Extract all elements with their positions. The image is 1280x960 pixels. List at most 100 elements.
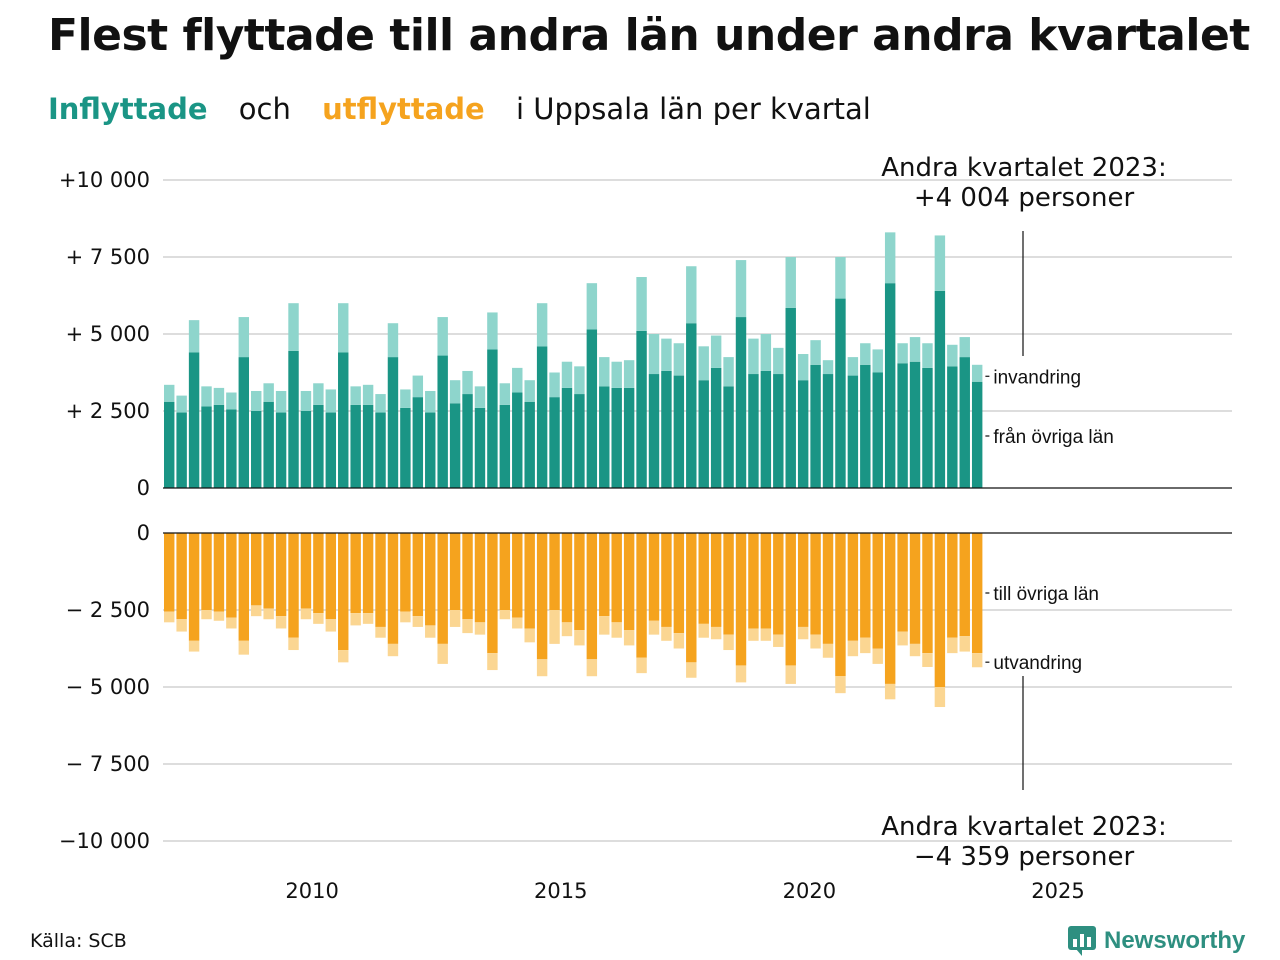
- bar-inflow-counties: [400, 407, 411, 488]
- bar-outflow-counties: [164, 533, 175, 612]
- subtitle-outflow: utflyttade: [322, 92, 485, 126]
- bar-inflow-counties: [425, 412, 436, 488]
- bar-outflow-counties: [288, 533, 299, 638]
- bar-inflow-immigration: [884, 232, 896, 284]
- bar-outflow-counties: [872, 533, 883, 649]
- bar-outflow-emigration: [549, 610, 560, 644]
- bar-outflow-emigration: [387, 643, 399, 657]
- bar-inflow-immigration: [425, 390, 436, 413]
- bar-outflow-counties: [735, 533, 747, 666]
- annotation-layer: Andra kvartalet 2023: +4 004 personer An…: [881, 153, 1166, 872]
- bar-inflow-immigration: [611, 361, 622, 388]
- bar-outflow-counties: [524, 533, 535, 629]
- bar-inflow-counties: [524, 401, 535, 488]
- bar-inflow-counties: [623, 387, 635, 488]
- bar-outflow-counties: [947, 533, 958, 638]
- bar-outflow-emigration: [686, 662, 697, 678]
- subtitle-inflow: Inflyttade: [48, 92, 208, 126]
- bar-outflow-counties: [188, 533, 200, 641]
- bar-outflow-counties: [350, 533, 361, 614]
- bar-outflow-emigration: [735, 665, 747, 683]
- bar-inflow-immigration: [760, 334, 772, 371]
- bar-inflow-immigration: [462, 370, 473, 395]
- bar-inflow-counties: [611, 387, 622, 488]
- bar-inflow-immigration: [449, 380, 461, 404]
- bar-outflow-counties: [959, 533, 970, 637]
- label-till-ovriga-lan: till övriga län: [993, 584, 1099, 605]
- bar-outflow-counties: [661, 533, 672, 627]
- bar-outflow-counties: [313, 533, 324, 614]
- bar-outflow-counties: [860, 533, 871, 638]
- bar-outflow-emigration: [860, 637, 871, 654]
- bar-inflow-immigration: [213, 387, 225, 405]
- bar-inflow-immigration: [698, 346, 709, 381]
- bar-outflow-emigration: [959, 636, 970, 652]
- bar-inflow-counties: [797, 380, 809, 488]
- bar-inflow-immigration: [661, 338, 672, 371]
- bar-outflow-counties: [201, 533, 212, 610]
- annotation-top-line2: +4 004 personer: [914, 183, 1135, 213]
- bar-inflow-counties: [549, 397, 560, 488]
- bar-inflow-immigration: [686, 266, 697, 324]
- bar-outflow-emigration: [599, 616, 610, 635]
- x-tick-label: 2015: [534, 879, 587, 903]
- bar-inflow-counties: [512, 392, 523, 488]
- bar-inflow-immigration: [574, 366, 585, 395]
- bar-outflow-emigration: [362, 613, 374, 624]
- bar-inflow-counties: [300, 411, 312, 488]
- bar-outflow-emigration: [474, 622, 486, 635]
- bar-inflow-immigration: [735, 260, 747, 318]
- bar-outflow-counties: [586, 533, 598, 660]
- bar-inflow-counties: [909, 361, 921, 488]
- bar-inflow-immigration: [350, 386, 361, 405]
- bar-outflow-counties: [810, 533, 821, 635]
- bar-outflow-emigration: [188, 640, 200, 652]
- bar-inflow-counties: [934, 290, 946, 488]
- bar-outflow-counties: [263, 533, 274, 609]
- axis-layer: 0 + 2 500 + 5 000 + 7 500 +10 000 0 − 2 500 − 5…: [59, 168, 1232, 903]
- bar-inflow-immigration: [288, 303, 299, 351]
- bar-outflow-counties: [251, 533, 262, 606]
- bar-outflow-counties: [909, 533, 921, 644]
- bar-inflow-immigration: [201, 386, 212, 407]
- bar-inflow-immigration: [922, 343, 933, 368]
- bar-outflow-emigration: [536, 659, 548, 677]
- bar-inflow-immigration: [164, 384, 175, 402]
- bar-inflow-immigration: [549, 372, 560, 398]
- bar-outflow-counties: [487, 533, 498, 654]
- bar-inflow-counties: [897, 363, 908, 488]
- bar-outflow-counties: [773, 533, 784, 635]
- bar-inflow-counties: [636, 330, 647, 488]
- bar-outflow-emigration: [313, 613, 324, 624]
- bar-inflow-counties: [474, 407, 486, 488]
- bar-outflow-emigration: [835, 676, 846, 694]
- bar-inflow-immigration: [474, 386, 486, 408]
- bar-inflow-immigration: [673, 343, 685, 376]
- bar-inflow-immigration: [835, 257, 846, 299]
- bar-outflow-emigration: [263, 608, 274, 620]
- bar-inflow-immigration: [524, 380, 535, 402]
- bar-inflow-immigration: [512, 367, 523, 393]
- bar-inflow-counties: [686, 323, 697, 488]
- bar-outflow-emigration: [673, 633, 685, 649]
- bar-inflow-immigration: [226, 392, 237, 410]
- bar-outflow-emigration: [785, 665, 796, 684]
- bar-outflow-counties: [835, 533, 846, 677]
- bar-inflow-immigration: [648, 334, 660, 375]
- bar-outflow-emigration: [437, 643, 448, 664]
- bar-inflow-immigration: [176, 395, 187, 413]
- grid-layer: [163, 179, 1232, 842]
- annotation-bottom-line1: Andra kvartalet 2023:: [881, 812, 1166, 842]
- y-tick-label-top: +10 000: [59, 168, 150, 192]
- bar-inflow-counties: [462, 394, 473, 488]
- bar-inflow-counties: [288, 350, 299, 488]
- bar-inflow-counties: [499, 404, 511, 488]
- bar-outflow-emigration: [648, 620, 660, 635]
- bar-outflow-emigration: [971, 653, 983, 668]
- bar-outflow-emigration: [425, 625, 436, 638]
- bar-outflow-counties: [897, 533, 908, 632]
- y-tick-label-top: + 7 500: [66, 245, 150, 269]
- y-tick-label-bottom: −10 000: [59, 829, 150, 853]
- bar-inflow-counties: [238, 357, 250, 488]
